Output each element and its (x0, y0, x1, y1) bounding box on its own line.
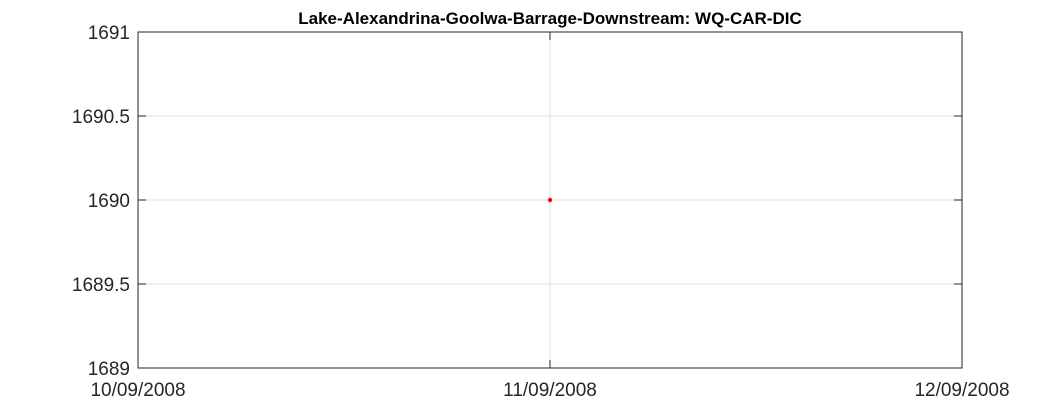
data-points (547, 197, 553, 203)
x-tick-label: 11/09/2008 (503, 380, 597, 401)
y-tick-labels: 1689 1689.5 1690 1690.5 1691 (72, 23, 130, 380)
x-tick-labels: 10/09/2008 11/09/2008 12/09/2008 (90, 380, 1009, 401)
y-tick-label: 1690.5 (72, 107, 130, 128)
y-tick-label: 1690 (88, 191, 130, 212)
y-tick-label: 1689 (88, 359, 130, 380)
data-point (547, 197, 553, 203)
x-tick-label: 12/09/2008 (914, 380, 1009, 401)
chart-title: Lake-Alexandrina-Goolwa-Barrage-Downstre… (298, 9, 801, 28)
tick-marks (137, 31, 963, 369)
y-tick-label: 1691 (88, 23, 130, 44)
y-tick-label: 1689.5 (72, 275, 130, 296)
x-tick-label: 10/09/2008 (90, 380, 185, 401)
